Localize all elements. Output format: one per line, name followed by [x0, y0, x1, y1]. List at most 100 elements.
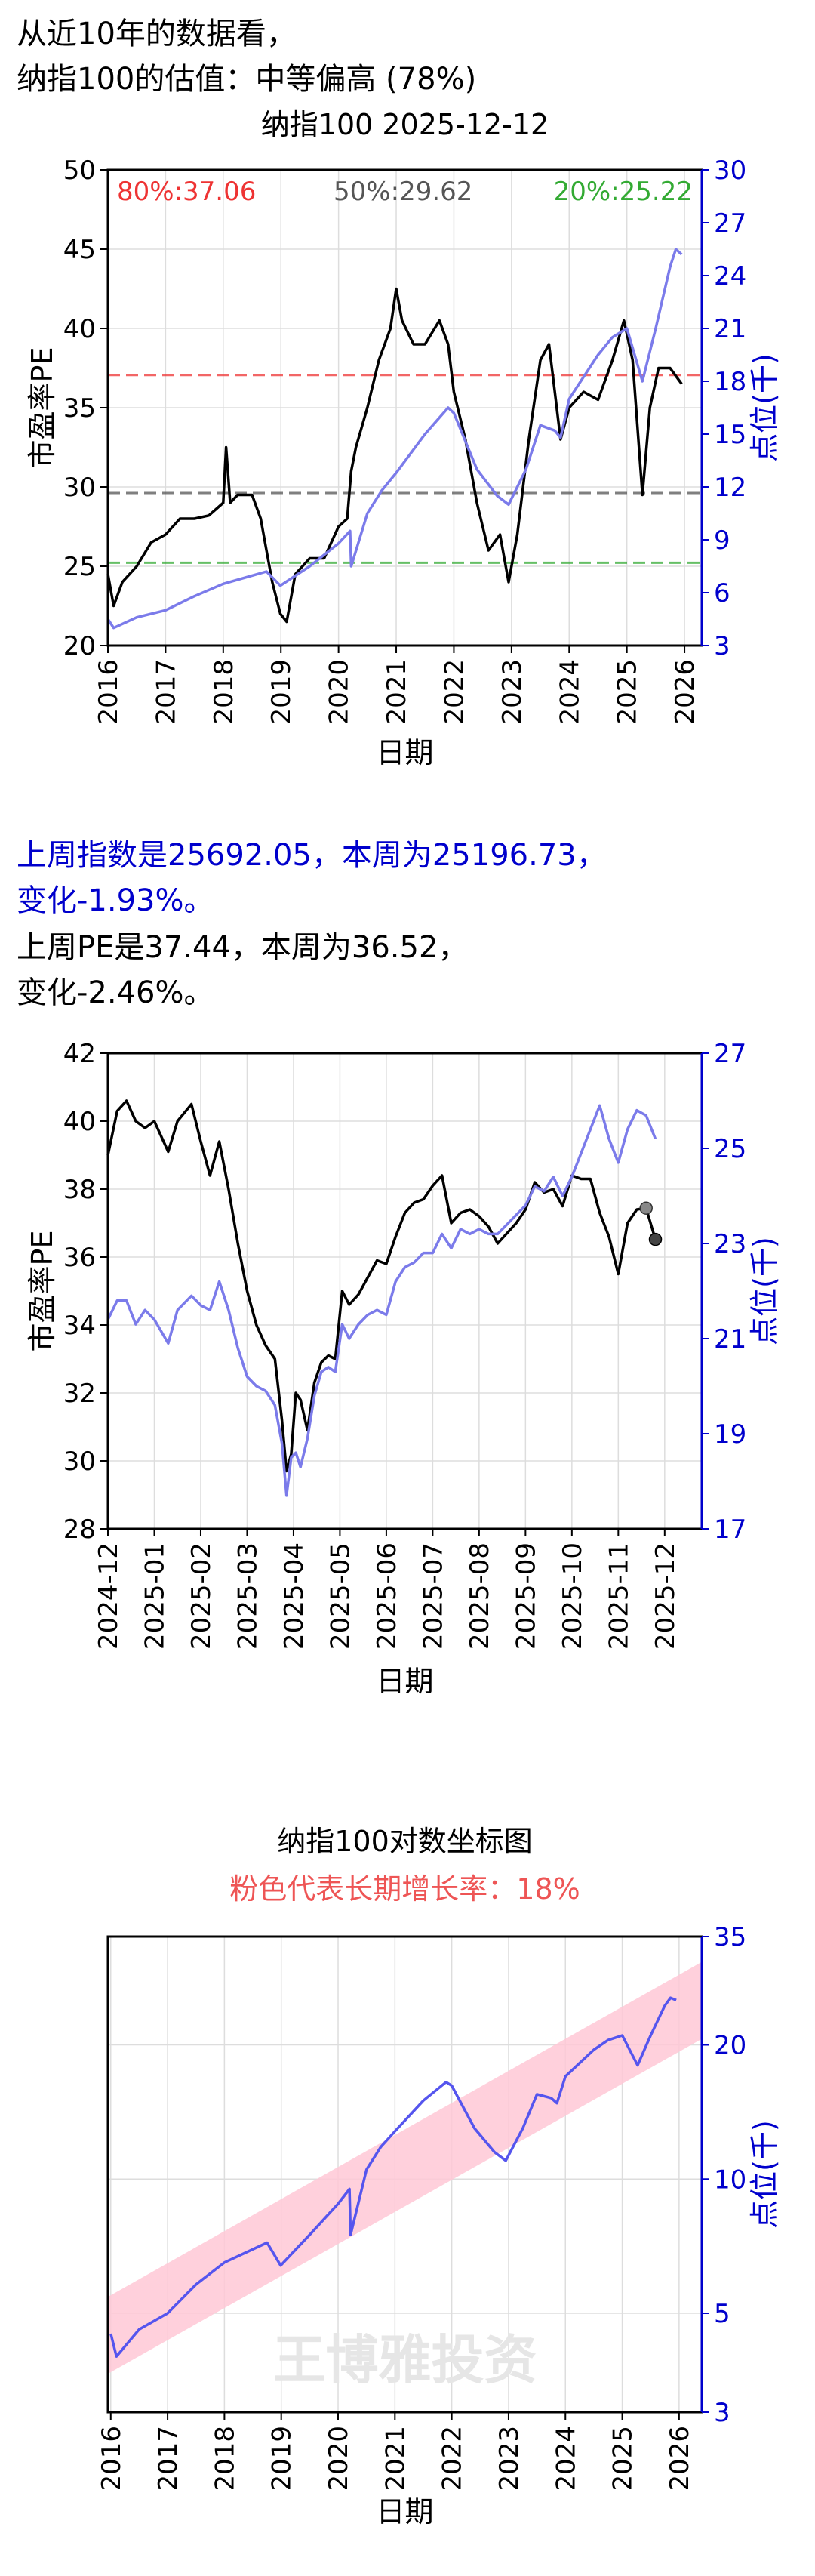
y-tick-label-right: 3 [714, 631, 730, 661]
x-tick-label: 2025-07 [418, 1542, 448, 1650]
x-tick-label: 2025-04 [279, 1542, 309, 1650]
y-tick-label-right: 15 [714, 420, 746, 450]
y-tick-label-right: 24 [714, 261, 746, 291]
chart-subtitle: 粉色代表长期增长率：18% [229, 1872, 580, 1906]
x-tick-label: 2025-09 [511, 1542, 541, 1650]
y-tick-label-right: 12 [714, 473, 746, 503]
y-tick-label-left: 30 [63, 473, 96, 503]
y-tick-label-right: 27 [714, 1039, 746, 1069]
y-tick-label-right: 25 [714, 1134, 746, 1164]
y-tick-label-right: 6 [714, 578, 730, 609]
y-tick-label-right: 27 [714, 208, 746, 239]
chart-title: 纳指100对数坐标图 [277, 1825, 533, 1858]
x-tick-label: 2025-02 [186, 1542, 217, 1650]
y-tick-label-left: 36 [63, 1243, 96, 1273]
pe-index-1yr-chart: 2024-12 2025-01 2025-02 2025-03 2025-04 2025-… [26, 1039, 781, 1698]
last-week-pe-marker [639, 1201, 653, 1215]
x-tick-label: 2016 [94, 659, 124, 725]
x-tick-label: 2025-01 [140, 1542, 170, 1650]
y-tick-label-left: 50 [63, 156, 96, 186]
x-tick-label: 2024 [551, 2426, 581, 2491]
y-axis-label-right: 点位(千) [748, 1237, 781, 1345]
watermark: 王博雅投资 [273, 2329, 537, 2391]
x-tick-label: 2021 [380, 2426, 411, 2491]
pe-series-line [106, 1099, 657, 1473]
x-tick-label: 2016 [97, 2426, 127, 2491]
y-tick-label-left: 20 [63, 631, 96, 661]
y-tick-label-right: 21 [714, 1324, 746, 1354]
pe-index-10yr-chart: 纳指100 2025-12-12 80%:37.06 50%:29.62 20%:25… [26, 108, 781, 769]
y-tick-label-left: 35 [63, 393, 96, 424]
index-series-line [109, 1996, 677, 2358]
percentile-label: 20%:25.22 [554, 177, 693, 207]
chart-title: 纳指100 2025-12-12 [261, 108, 549, 141]
x-tick-label: 2025-12 [650, 1542, 681, 1650]
y-tick-label-right: 17 [714, 1514, 746, 1545]
x-tick-label: 2025-05 [325, 1542, 355, 1650]
index-series-line [106, 1104, 657, 1497]
y-tick-label-left: 30 [63, 1447, 96, 1477]
y-tick-label-right: 35 [714, 1922, 746, 1952]
x-axis-label: 日期 [376, 736, 433, 769]
x-axis-label: 日期 [376, 2495, 433, 2528]
x-tick-label: 2017 [153, 2426, 183, 2491]
x-tick-label: 2017 [151, 659, 181, 725]
y-tick-label-right: 21 [714, 314, 746, 344]
x-tick-label: 2025 [608, 2426, 638, 2491]
y-axis-label-right: 点位(千) [748, 353, 781, 462]
y-axis-label-left: 市盈率PE [26, 347, 59, 469]
y-tick-label-left: 38 [63, 1175, 96, 1205]
y-tick-label-right: 9 [714, 525, 730, 556]
x-tick-label: 2025 [613, 659, 643, 725]
y-tick-label-right: 20 [714, 2031, 746, 2061]
x-tick-label: 2018 [210, 2426, 240, 2491]
x-tick-label: 2026 [670, 659, 700, 725]
y-tick-label-left: 45 [63, 235, 96, 265]
pe-series-line [106, 287, 683, 624]
index-series-line [106, 248, 683, 630]
x-tick-label: 2026 [665, 2426, 695, 2491]
weekly-pe-change-line1: 上周PE是37.44，本周为36.52， [17, 930, 469, 965]
x-tick-label: 2025-08 [465, 1542, 495, 1650]
y-tick-label-left: 28 [63, 1514, 96, 1545]
weekly-index-change-line2: 变化-1.93%。 [17, 883, 214, 918]
x-tick-label: 2021 [382, 659, 412, 725]
y-tick-label-left: 42 [63, 1039, 96, 1069]
y-tick-label-right: 18 [714, 367, 746, 397]
x-tick-label: 2025-11 [604, 1542, 634, 1650]
this-week-pe-marker [648, 1232, 663, 1246]
y-tick-label-left: 40 [63, 314, 96, 344]
y-tick-label-right: 5 [714, 2299, 730, 2329]
valuation-summary-line2: 纳指100的估值：中等偏高 (78%) [17, 62, 477, 97]
valuation-summary-line1: 从近10年的数据看， [17, 17, 297, 51]
x-tick-label: 2023 [497, 659, 527, 725]
x-tick-label: 2024-12 [94, 1542, 124, 1650]
x-tick-label: 2022 [439, 659, 469, 725]
percentile-label: 80%:37.06 [117, 177, 256, 207]
weekly-pe-change-line2: 变化-2.46%。 [17, 975, 214, 1010]
percentile-label: 50%:29.62 [334, 177, 472, 207]
x-tick-label: 2020 [324, 2426, 354, 2491]
x-tick-label: 2025-03 [232, 1542, 263, 1650]
x-tick-label: 2024 [555, 659, 585, 725]
y-tick-label-right: 30 [714, 156, 746, 186]
y-axis-label-right: 点位(千) [748, 2120, 781, 2229]
y-tick-label-left: 40 [63, 1107, 96, 1137]
weekly-index-change-line1: 上周指数是25692.05，本周为25196.73， [17, 838, 607, 873]
x-tick-label: 2018 [209, 659, 239, 725]
x-tick-label: 2022 [438, 2426, 468, 2491]
y-tick-label-right: 19 [714, 1419, 746, 1450]
y-tick-label-left: 25 [63, 552, 96, 582]
x-tick-label: 2023 [494, 2426, 524, 2491]
x-tick-label: 2019 [266, 659, 297, 725]
y-axis-label-left: 市盈率PE [26, 1231, 59, 1352]
y-tick-label-right: 10 [714, 2165, 746, 2195]
x-axis-label: 日期 [376, 1665, 433, 1698]
x-tick-label: 2025-10 [558, 1542, 588, 1650]
y-tick-label-left: 32 [63, 1379, 96, 1409]
x-tick-label: 2020 [324, 659, 355, 725]
y-tick-label-right: 3 [714, 2398, 730, 2428]
y-tick-label-left: 34 [63, 1311, 96, 1341]
x-tick-label: 2019 [267, 2426, 297, 2491]
